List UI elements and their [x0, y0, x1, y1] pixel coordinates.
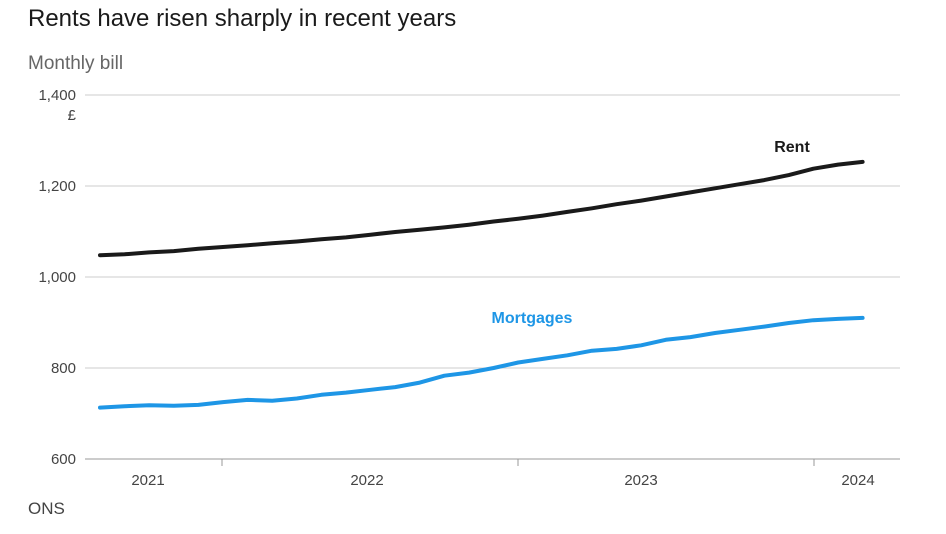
y-tick-label: 1,000 [38, 269, 76, 286]
series-label-rent: Rent [774, 139, 810, 156]
x-tick-label: 2024 [841, 472, 874, 489]
y-tick-label: 800 [51, 360, 76, 377]
series-labels: Rent Mortgages [492, 139, 811, 327]
series-line-rent [98, 159, 865, 258]
series-label-mortgages: Mortgages [492, 310, 573, 327]
series-lines [98, 159, 865, 410]
y-tick-label: 1,200 [38, 178, 76, 195]
y-tick-label: 600 [51, 451, 76, 468]
chart-source: ONS [28, 499, 65, 518]
x-axis: 2021 2022 2023 2024 [131, 459, 875, 489]
x-tick-label: 2022 [350, 472, 383, 489]
y-tick-label: 1,400 [38, 87, 76, 104]
x-tick-label: 2021 [131, 472, 164, 489]
y-axis-unit-label: £ [68, 107, 77, 124]
series-line-mortgages [98, 315, 865, 410]
x-tick-label: 2023 [624, 472, 657, 489]
chart-title: Rents have risen sharply in recent years [28, 5, 457, 32]
chart-subtitle: Monthly bill [28, 53, 124, 74]
y-axis-tick-labels: 600 800 1,000 1,200 1,400 [38, 87, 76, 468]
